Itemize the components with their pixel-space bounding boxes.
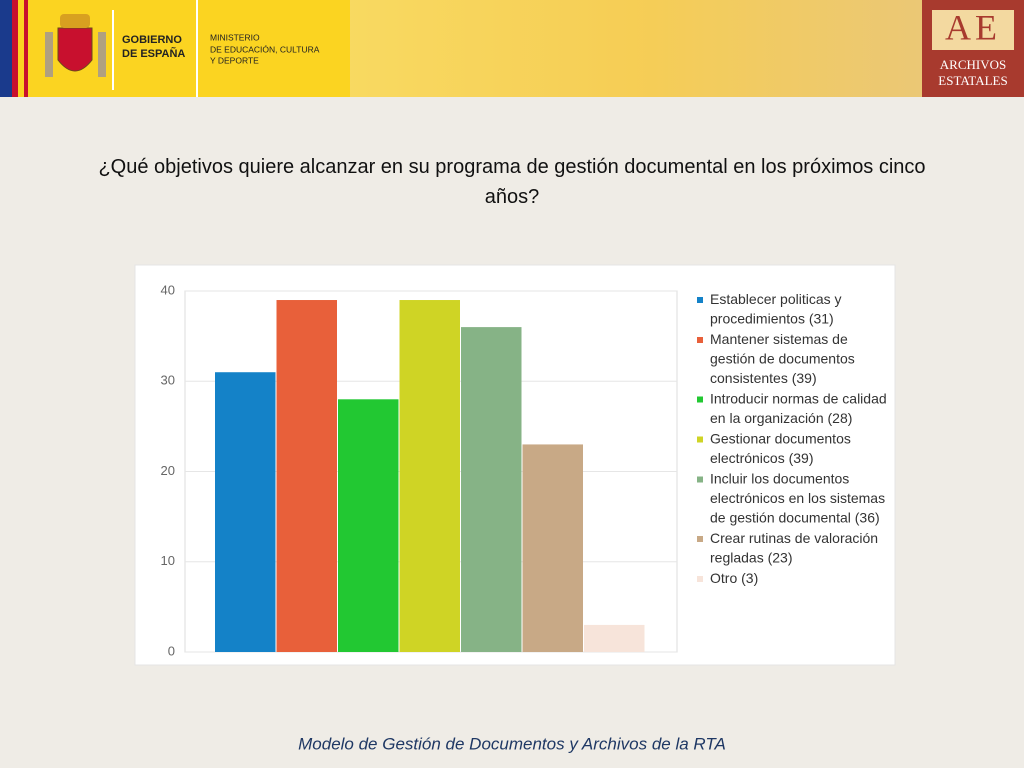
- bar: [338, 399, 399, 652]
- eu-strip: [0, 0, 12, 97]
- legend-label: Introducir normas de calidad en la organi…: [710, 390, 887, 426]
- bar: [276, 300, 337, 652]
- footer: Modelo de Gestión de Documentos y Archiv…: [298, 734, 726, 753]
- bar: [461, 327, 522, 652]
- y-tick-label: 40: [161, 282, 175, 297]
- bar: [215, 372, 276, 652]
- flag-yellow: [18, 0, 24, 97]
- ministry-text: MINISTERIO: [210, 32, 260, 42]
- chart-title: ¿Qué objetivos quiere alcanzar en su pro…: [98, 156, 925, 208]
- legend-label: Otro (3): [710, 570, 758, 586]
- bar: [399, 300, 460, 652]
- flag-red: [24, 0, 28, 97]
- legend-label: Establecer politicas y procedimientos (31…: [710, 291, 842, 327]
- legend-swatch: [697, 396, 703, 403]
- y-tick-label: 20: [161, 463, 175, 478]
- legend-swatch: [697, 297, 703, 303]
- gov-text: GOBIERNO: [122, 34, 182, 46]
- legend-label: Crear rutinas de valoración regladas (23): [710, 530, 878, 566]
- ae-text: ARCHIVOS: [940, 57, 1006, 72]
- legend-swatch: [697, 576, 703, 582]
- y-tick-label: 30: [161, 373, 175, 388]
- legend-swatch: [697, 536, 703, 542]
- ae-box: [932, 10, 1014, 50]
- y-tick-label: 0: [168, 643, 175, 658]
- ministry-text: Y DEPORTE: [210, 55, 259, 65]
- coat-of-arms: [45, 14, 106, 77]
- ae-letters: AE: [945, 7, 1001, 47]
- legend-swatch: [697, 436, 703, 443]
- legend-label: Gestionar documentos electrónicos (39): [710, 430, 851, 466]
- bar: [584, 624, 645, 652]
- legend-swatch: [697, 337, 703, 343]
- header-band: [350, 0, 922, 97]
- ministry-text: DE EDUCACIÓN, CULTURA: [210, 44, 320, 54]
- legend-swatch: [697, 476, 703, 483]
- y-tick-label: 10: [161, 553, 175, 568]
- ae-text: ESTATALES: [938, 73, 1007, 88]
- gov-text: DE ESPAÑA: [122, 47, 185, 60]
- legend-label: Incluir los documentos electrónicos en lo…: [710, 470, 885, 525]
- bar: [522, 444, 583, 652]
- flag-red: [12, 0, 18, 97]
- legend-label: Mantener sistemas de gestión de documento…: [710, 331, 855, 386]
